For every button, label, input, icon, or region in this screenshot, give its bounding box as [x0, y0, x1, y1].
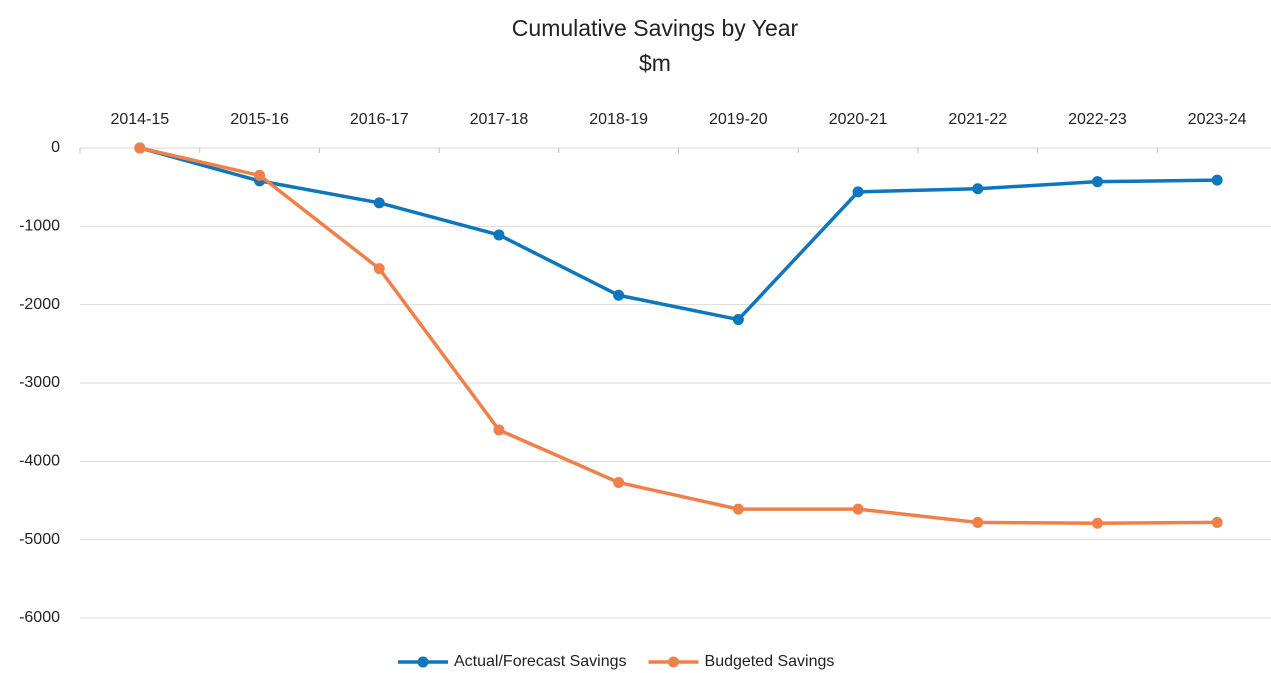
data-point: [852, 186, 864, 198]
data-point: [254, 169, 266, 181]
data-point: [373, 197, 385, 209]
legend-label: Budgeted Savings: [705, 653, 835, 670]
x-tick-label: 2016-17: [350, 111, 409, 128]
x-tick-label: 2020-21: [829, 111, 888, 128]
y-tick-label: -1000: [19, 218, 60, 235]
data-point: [732, 314, 744, 326]
y-tick-label: -4000: [19, 453, 60, 470]
legend-label: Actual/Forecast Savings: [454, 653, 627, 670]
data-point: [613, 476, 625, 488]
data-point: [1091, 176, 1103, 188]
chart-subtitle: $m: [639, 50, 671, 76]
data-point: [972, 516, 984, 528]
data-point: [493, 229, 505, 241]
x-tick-label: 2019-20: [709, 111, 768, 128]
data-point: [972, 183, 984, 195]
x-tick-label: 2017-18: [470, 111, 529, 128]
data-point: [373, 263, 385, 275]
series-line: [139, 146, 1218, 322]
x-tick-label: 2022-23: [1068, 111, 1127, 128]
data-point: [852, 503, 864, 515]
data-point: [1211, 516, 1223, 528]
data-point: [1091, 517, 1103, 529]
x-tick-label: 2021-22: [948, 111, 1007, 128]
legend-marker: [668, 656, 680, 668]
y-tick-label: -5000: [19, 531, 60, 548]
data-point: [1211, 174, 1223, 186]
chart-title: Cumulative Savings by Year: [512, 15, 799, 41]
data-point: [613, 289, 625, 301]
series-line: [139, 146, 1218, 525]
y-tick-label: -2000: [19, 296, 60, 313]
data-point: [134, 142, 146, 154]
data-point: [732, 503, 744, 515]
y-tick-label: -6000: [19, 609, 60, 626]
x-tick-label: 2018-19: [589, 111, 648, 128]
x-tick-label: 2015-16: [230, 111, 289, 128]
x-tick-label: 2014-15: [110, 111, 169, 128]
x-tick-label: 2023-24: [1188, 111, 1247, 128]
legend-marker: [417, 656, 429, 668]
y-tick-label: -3000: [19, 374, 60, 391]
data-point: [493, 424, 505, 436]
y-tick-label: 0: [51, 139, 60, 156]
